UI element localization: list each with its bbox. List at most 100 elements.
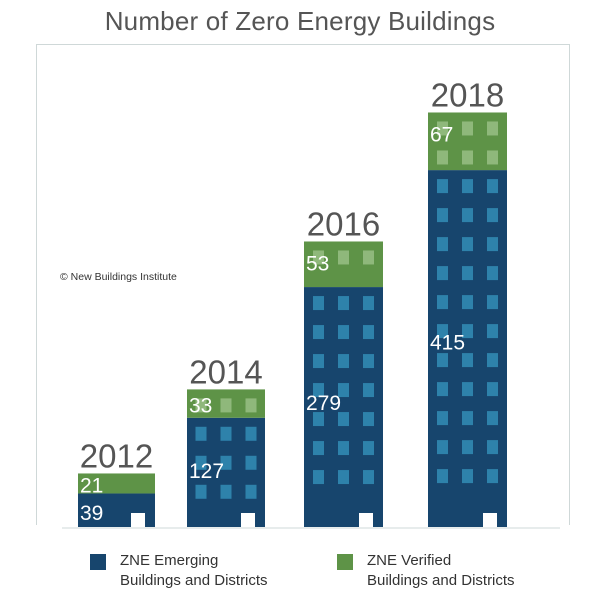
- bar-emerging-2016-window: [363, 470, 374, 485]
- bar-emerging-2018-window: [487, 295, 498, 310]
- copyright-note: © New Buildings Institute: [60, 271, 177, 283]
- bar-emerging-2016-window: [363, 354, 374, 369]
- bar-emerging-2016-window: [363, 412, 374, 427]
- bar-verified-2018-window: [437, 121, 448, 136]
- bar-verified-2018-window: [487, 150, 498, 165]
- bar-emerging-2018-window: [462, 382, 473, 397]
- legend-label-verified-line1: ZNE Verified: [367, 552, 452, 569]
- door-2018: [483, 513, 497, 527]
- bar-emerging-2016-window: [313, 441, 324, 456]
- bar-verified-2018-window: [462, 150, 473, 165]
- category-label-2014: 2014: [189, 353, 262, 390]
- legend-label-emerging-line1: ZNE Emerging: [120, 552, 219, 569]
- bar-emerging-2016-window: [313, 296, 324, 311]
- bar-emerging-2014-window: [220, 426, 232, 441]
- bar-emerging-2016-window: [338, 325, 349, 340]
- bar-verified-2014-window: [195, 398, 207, 413]
- data-label-verified-2018: 67: [430, 123, 453, 146]
- door-2016: [359, 513, 373, 527]
- bar-emerging-2018-window: [462, 324, 473, 339]
- bar-verified-2018-window: [487, 121, 498, 136]
- category-label-2018: 2018: [431, 76, 504, 113]
- bar-emerging-2018-window: [487, 324, 498, 339]
- bar-verified-2014-window: [245, 398, 257, 413]
- bar-verified-2016-window: [363, 250, 374, 265]
- data-label-emerging-2018: 415: [430, 331, 465, 354]
- bar-emerging-2018-window: [462, 295, 473, 310]
- bar-verified-2018-window: [437, 150, 448, 165]
- door-2014: [241, 513, 255, 527]
- bar-verified-2012: [78, 473, 155, 494]
- bar-emerging-2016-window: [363, 441, 374, 456]
- bar-verified-2016-window: [313, 250, 324, 265]
- bar-emerging-2016-window: [338, 441, 349, 456]
- bar-emerging-2018-window: [487, 179, 498, 194]
- bar-verified-2018-window: [462, 121, 473, 136]
- chart-title: Number of Zero Energy Buildings: [104, 6, 496, 36]
- bar-emerging-2018-window: [462, 353, 473, 368]
- bar-emerging-2016-window: [313, 325, 324, 340]
- bar-emerging-2018-window: [437, 382, 448, 397]
- bar-emerging-2016-window: [313, 354, 324, 369]
- bar-emerging-2016-window: [313, 470, 324, 485]
- bar-emerging-2018-window: [462, 469, 473, 484]
- bar-emerging-2014-window: [245, 426, 257, 441]
- bar-emerging-2016-window: [313, 383, 324, 398]
- bar-emerging-2018-window: [437, 208, 448, 223]
- bar-emerging-2016-window: [338, 412, 349, 427]
- legend-item-emerging: ZNE Emerging Buildings and Districts: [90, 551, 300, 591]
- bar-emerging-2014-window: [195, 455, 207, 470]
- bar-emerging-2014-window: [195, 426, 207, 441]
- bar-emerging-2014-window: [195, 484, 207, 499]
- bar-emerging-2018-window: [462, 411, 473, 426]
- legend-label-emerging-line2: Buildings and Districts: [120, 572, 268, 589]
- bar-emerging-2018-window: [437, 411, 448, 426]
- bar-emerging-2018-window: [462, 237, 473, 252]
- bar-emerging-2018-window: [437, 295, 448, 310]
- legend-swatch-verified: [337, 554, 353, 570]
- bar-emerging-2016-window: [363, 383, 374, 398]
- bar-emerging-2018-window: [437, 324, 448, 339]
- data-label-verified-2014: 33: [189, 395, 212, 418]
- chart-frame: [36, 44, 570, 525]
- bar-emerging-2018-window: [437, 353, 448, 368]
- bar-emerging-2018-window: [462, 208, 473, 223]
- bar-emerging-2018-window: [437, 179, 448, 194]
- bar-emerging-2018-window: [487, 266, 498, 281]
- bar-emerging-2018-window: [462, 266, 473, 281]
- bar-emerging-2018-window: [487, 353, 498, 368]
- data-label-verified-2012: 21: [80, 474, 103, 497]
- bar-emerging-2016-window: [363, 296, 374, 311]
- bar-verified-2014-window: [220, 398, 232, 413]
- bar-emerging-2018-window: [462, 179, 473, 194]
- bar-emerging-2014-window: [245, 484, 257, 499]
- category-label-2012: 2012: [80, 437, 153, 474]
- bar-emerging-2018-window: [437, 440, 448, 455]
- bar-emerging-2014-window: [245, 455, 257, 470]
- legend-item-verified: ZNE Verified Buildings and Districts: [337, 551, 547, 591]
- bar-emerging-2014-window: [220, 484, 232, 499]
- bar-emerging-2018-window: [437, 266, 448, 281]
- bar-emerging-2016-window: [338, 296, 349, 311]
- bar-emerging-2018-window: [487, 208, 498, 223]
- bar-emerging-2014-window: [220, 455, 232, 470]
- bar-emerging-2018-window: [437, 469, 448, 484]
- data-label-verified-2016: 53: [306, 252, 329, 275]
- bar-emerging-2018-window: [487, 440, 498, 455]
- data-label-emerging-2012: 39: [80, 502, 103, 525]
- bar-emerging-2018-window: [487, 411, 498, 426]
- bar-emerging-2018-window: [437, 237, 448, 252]
- data-label-emerging-2016: 279: [306, 392, 341, 415]
- bar-emerging-2018-window: [462, 440, 473, 455]
- bar-emerging-2018: [428, 170, 507, 527]
- category-label-2016: 2016: [307, 205, 380, 242]
- bar-emerging-2018-window: [487, 382, 498, 397]
- bar-emerging-2016-window: [338, 470, 349, 485]
- bar-emerging-2018-window: [487, 469, 498, 484]
- data-label-emerging-2014: 127: [189, 460, 224, 483]
- bar-emerging-2016-window: [363, 325, 374, 340]
- bar-emerging-2018-window: [487, 237, 498, 252]
- bar-emerging-2016-window: [313, 412, 324, 427]
- bar-verified-2016-window: [338, 250, 349, 265]
